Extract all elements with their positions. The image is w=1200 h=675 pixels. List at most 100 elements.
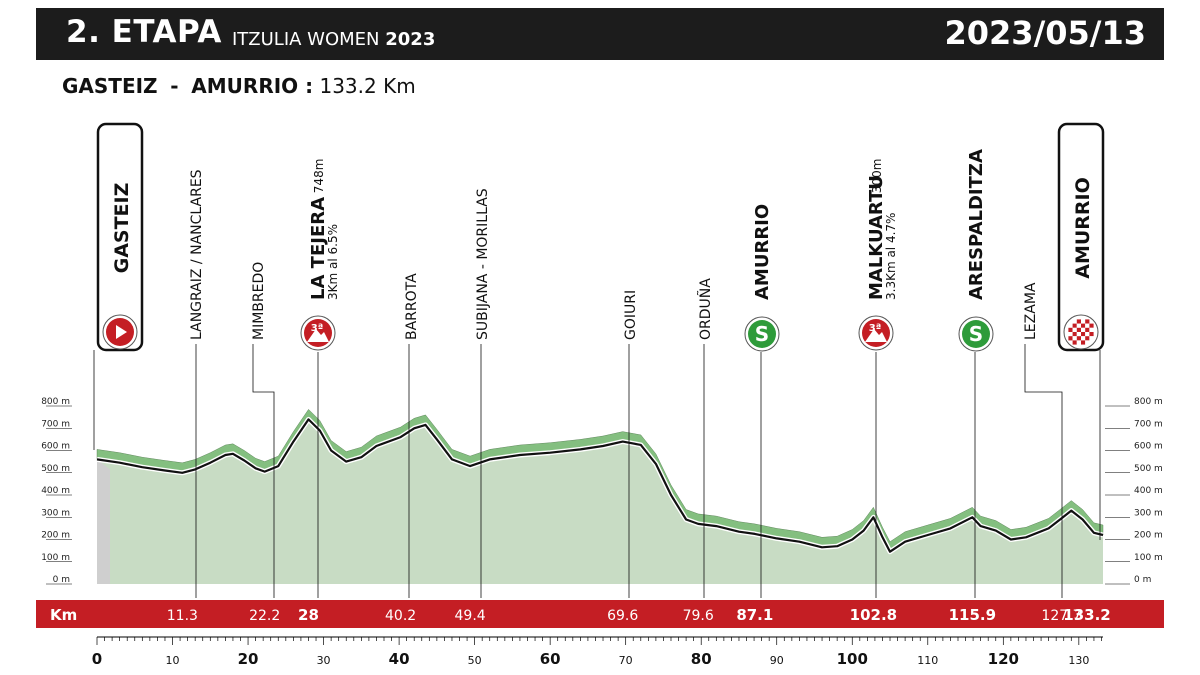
km-bar-label: Km bbox=[50, 606, 77, 624]
km-bar-value: 115.9 bbox=[949, 606, 996, 624]
checker-square bbox=[1076, 327, 1081, 332]
start-name: GASTEIZ bbox=[111, 183, 133, 274]
x-tick-label: 20 bbox=[238, 650, 259, 668]
x-tick-label: 30 bbox=[317, 654, 331, 667]
route-distance: 133.2 Km bbox=[319, 74, 416, 98]
y-tick-label-left: 600 m bbox=[41, 442, 70, 452]
climb-detail: 3.3Km al 4.7% bbox=[884, 213, 898, 300]
route-finish: AMURRIO : bbox=[191, 74, 314, 98]
x-tick-label: 70 bbox=[619, 654, 633, 667]
km-bar-value: 87.1 bbox=[736, 606, 773, 624]
sprint-badge-letter: S bbox=[755, 322, 769, 346]
checker-square bbox=[1076, 323, 1081, 328]
sprint-badge-letter: S bbox=[969, 322, 983, 346]
checker-square bbox=[1072, 323, 1077, 328]
checker-square bbox=[1085, 323, 1090, 328]
km-bar-value: 69.6 bbox=[607, 608, 638, 624]
checker-square bbox=[1081, 332, 1086, 337]
climb-category: 3ª bbox=[311, 323, 324, 334]
stage-header: 2. ETAPA ITZULIA WOMEN 2023 2023/05/13 bbox=[36, 8, 1164, 60]
x-tick-label: 40 bbox=[389, 650, 410, 668]
checker-square bbox=[1089, 323, 1094, 328]
x-tick-label: 110 bbox=[917, 654, 938, 667]
x-tick-label: 120 bbox=[988, 650, 1019, 668]
profile-area bbox=[97, 419, 1103, 584]
sprint-badge bbox=[962, 320, 990, 348]
stage-number: 2. ETAPA bbox=[66, 14, 222, 50]
route-summary: GASTEIZ - AMURRIO : 133.2 Km bbox=[62, 74, 416, 98]
race-name: ITZULIA WOMEN 2023 bbox=[232, 29, 435, 50]
waypoint-name: SUBIJANA - MORILLAS bbox=[475, 188, 491, 340]
route-start: GASTEIZ bbox=[62, 74, 158, 98]
waypoint-name: ARESPALDITZA bbox=[966, 149, 987, 300]
checker-square bbox=[1068, 332, 1073, 337]
waypoint-name: LEZAMA bbox=[1023, 282, 1039, 340]
y-tick-label-left: 200 m bbox=[41, 531, 70, 541]
checker-square bbox=[1072, 332, 1077, 337]
climb-altitude: 748m bbox=[312, 159, 326, 194]
waypoint-name: MIMBREDO bbox=[251, 262, 267, 340]
y-tick-label-left: 700 m bbox=[41, 419, 70, 429]
waypoint-name: GOIURI bbox=[623, 290, 639, 340]
route-line bbox=[96, 418, 1104, 553]
waypoint-name: AMURRIO bbox=[752, 204, 773, 300]
x-tick-label: 10 bbox=[166, 654, 180, 667]
waypoint-name: ORDUÑA bbox=[697, 278, 714, 340]
y-tick-label-left: 100 m bbox=[41, 553, 70, 563]
x-tick-label: 100 bbox=[837, 650, 868, 668]
waypoint-name: MALKUARTU bbox=[866, 175, 887, 300]
climb-detail: 3Km al 6.5% bbox=[326, 224, 340, 300]
checker-square bbox=[1081, 323, 1086, 328]
y-tick-label-left: 300 m bbox=[41, 508, 70, 518]
km-bar-value: 11.3 bbox=[167, 608, 198, 624]
start-frame bbox=[96, 122, 144, 352]
checker-square bbox=[1072, 336, 1077, 341]
checker-square bbox=[1081, 340, 1086, 345]
race-title: ITZULIA WOMEN bbox=[232, 29, 380, 50]
x-tick-label: 50 bbox=[468, 654, 482, 667]
checker-square bbox=[1089, 327, 1094, 332]
mountain-icon bbox=[865, 329, 887, 342]
km-bar-value: 49.4 bbox=[455, 608, 486, 624]
checker-square bbox=[1089, 336, 1094, 341]
x-tick-label: 60 bbox=[540, 650, 561, 668]
y-tick-label-right: 0 m bbox=[1134, 575, 1151, 585]
race-year: 2023 bbox=[385, 29, 436, 50]
y-tick-label-left: 400 m bbox=[41, 486, 70, 496]
y-tick-label-right: 100 m bbox=[1134, 553, 1163, 563]
checker-square bbox=[1072, 319, 1077, 324]
km-bar-value: 22.2 bbox=[249, 608, 280, 624]
sprint-badge bbox=[748, 320, 776, 348]
checker-square bbox=[1081, 327, 1086, 332]
y-tick-label-right: 300 m bbox=[1134, 508, 1163, 518]
checker-square bbox=[1076, 332, 1081, 337]
checker-square bbox=[1072, 327, 1077, 332]
checker-square bbox=[1085, 340, 1090, 345]
checker-square bbox=[1072, 340, 1077, 345]
checker-square bbox=[1085, 327, 1090, 332]
waypoint-name: LANGRAIZ / NANCLARES bbox=[189, 169, 205, 340]
km-bar-value: 40.2 bbox=[385, 608, 416, 624]
checker-square bbox=[1076, 319, 1081, 324]
x-tick-label: 80 bbox=[691, 650, 712, 668]
y-tick-label-left: 500 m bbox=[41, 464, 70, 474]
checker-square bbox=[1085, 332, 1090, 337]
waypoint-leader-line bbox=[1024, 344, 1063, 598]
checker-square bbox=[1081, 319, 1086, 324]
y-tick-label-right: 200 m bbox=[1134, 531, 1163, 541]
km-bar-value: 127.7 bbox=[1041, 608, 1081, 624]
x-tick-label: 130 bbox=[1068, 654, 1089, 667]
climb-altitude: 300m bbox=[870, 159, 884, 194]
finish-name: AMURRIO bbox=[1072, 177, 1094, 279]
checker-square bbox=[1076, 340, 1081, 345]
x-tick-label: 0 bbox=[92, 650, 102, 668]
y-tick-label-right: 800 m bbox=[1134, 397, 1163, 407]
checker-square bbox=[1085, 336, 1090, 341]
route-separator: - bbox=[170, 74, 179, 98]
y-tick-label-right: 500 m bbox=[1134, 464, 1163, 474]
y-tick-label-left: 800 m bbox=[41, 397, 70, 407]
checker-square bbox=[1085, 319, 1090, 324]
waypoint-name: BARROTA bbox=[404, 273, 420, 340]
km-bar bbox=[36, 600, 1164, 628]
y-tick-label-right: 700 m bbox=[1134, 419, 1163, 429]
